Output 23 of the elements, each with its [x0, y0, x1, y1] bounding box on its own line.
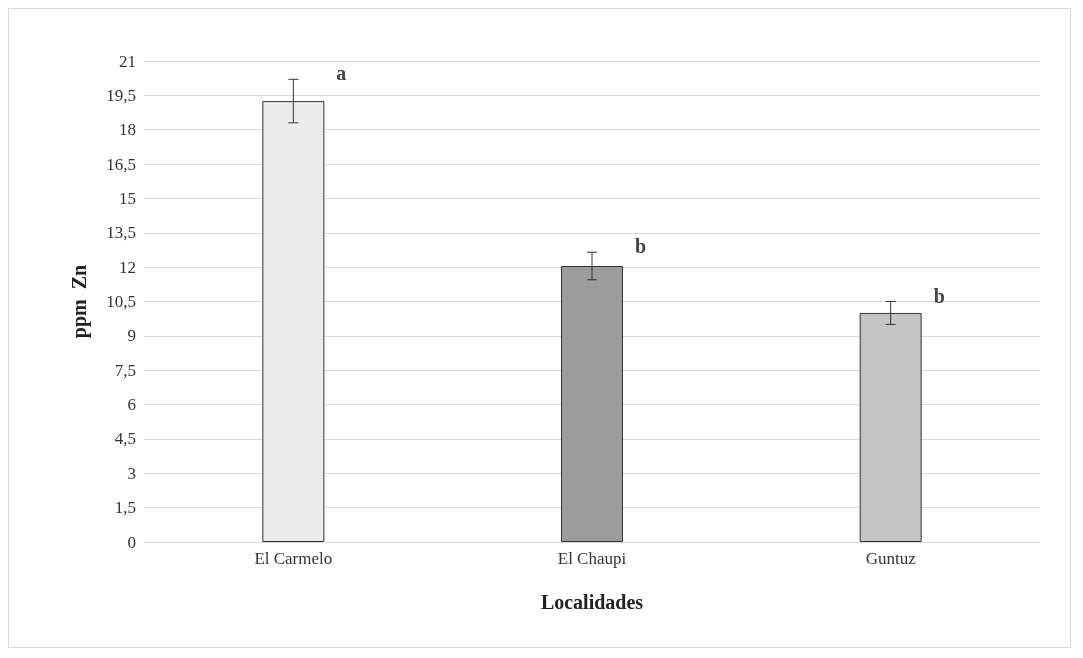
- annotation: b: [635, 235, 647, 258]
- y-tick-label: 13,5: [106, 223, 136, 243]
- y-tick-label: 6: [127, 395, 136, 415]
- y-tick-label: 4,5: [114, 429, 136, 449]
- x-axis-title: Localidades: [540, 591, 644, 613]
- y-tick-label: 9: [127, 326, 136, 346]
- y-tick-label: 10,5: [106, 292, 136, 311]
- y-tick-label: 15: [119, 188, 136, 208]
- annotation: b: [933, 284, 945, 307]
- x-tick-label: Guntuz: [865, 549, 917, 568]
- x-tick-label: El Carmelo: [254, 549, 333, 568]
- y-tick-label: 7,5: [114, 360, 136, 380]
- y-tick-label: 12: [119, 257, 136, 277]
- y-tick-label: 21: [119, 51, 136, 71]
- y-tick-label: 16,5: [106, 154, 136, 174]
- annotation: a: [336, 62, 347, 85]
- y-tick-label: 0: [127, 532, 136, 552]
- x-tick-label: El Chaupi: [557, 549, 627, 568]
- y-axis-title: ppm Zn: [68, 264, 91, 339]
- y-tick-label: 19,5: [106, 85, 136, 105]
- y-tick-label: 18: [119, 120, 136, 140]
- y-tick-label: 1,5: [114, 498, 136, 518]
- y-tick-label: 3: [127, 463, 136, 483]
